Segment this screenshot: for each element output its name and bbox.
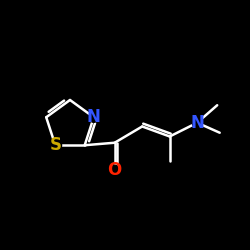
Circle shape (110, 165, 120, 175)
Text: N: N (190, 114, 204, 132)
Circle shape (49, 139, 62, 151)
Circle shape (192, 118, 202, 128)
Text: N: N (87, 108, 101, 126)
Text: O: O (108, 161, 122, 179)
Circle shape (89, 112, 99, 122)
Text: S: S (49, 136, 61, 154)
